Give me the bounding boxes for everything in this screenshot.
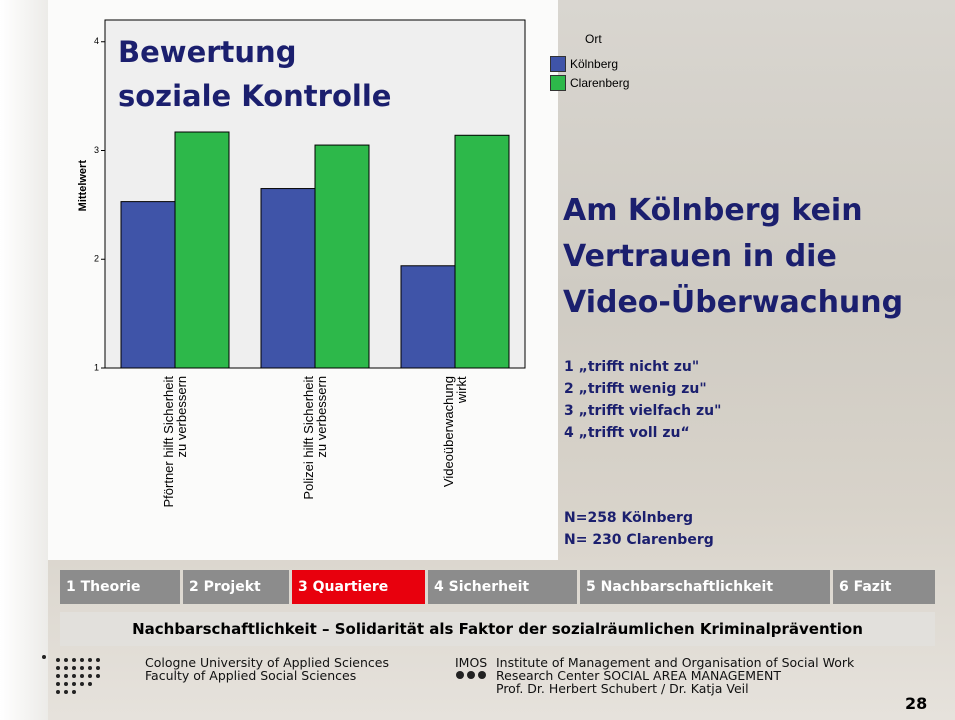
bar [174,131,230,369]
nav-tab[interactable]: 4 Sicherheit [428,570,577,604]
nav-tab-active[interactable]: 3 Quartiere [292,570,425,604]
x-tick-label: Pförtner hilft Sicherheit zu verbessern [161,376,189,508]
legend-title: Ort [585,32,602,46]
legend-label: Clarenberg [570,76,630,90]
sample-size: N=258 Kölnberg [564,510,693,526]
footer-imos: IMOS [455,655,488,670]
bar [454,134,510,369]
x-tick-label: Videoüberwachung wirkt [441,376,469,488]
side-strip [0,0,48,720]
legend-label: Kölnberg [570,57,619,71]
nav-tab[interactable]: 2 Projekt [183,570,289,604]
scale-item: 4 „trifft voll zu“ [564,425,690,441]
nav-tab[interactable]: 6 Fazit [833,570,935,604]
bar [314,144,370,369]
headline: Am Kölnberg kein Vertrauen in die Video-… [563,193,904,320]
y-tick-label: 1 [94,362,99,372]
footer-right: Institute of Management and Organisation… [496,655,855,696]
sample-size: N= 230 Clarenberg [564,532,714,548]
scale-item: 1 „trifft nicht zu" [564,359,700,375]
subtitle: Nachbarschaftlichkeit – Solidarität als … [60,612,935,646]
y-tick-label: 3 [94,145,99,155]
y-tick-label: 2 [94,254,99,264]
legend-swatch [550,75,566,91]
footer-left: Cologne University of Applied Sciences F… [145,655,390,683]
nav-tab[interactable]: 5 Nachbarschaftlichkeit [580,570,830,604]
bar [120,201,176,369]
chart-title: Bewertung soziale Kontrolle [118,35,392,113]
scale-item: 2 „trifft wenig zu" [564,381,707,397]
page-number: 28 [905,694,928,713]
x-tick-label: Polizei hilft Sicherheit zu verbessern [301,376,329,500]
scale-item: 3 „trifft vielfach zu" [564,403,722,419]
bar [260,188,316,369]
y-axis-label: Mittelwert [77,160,89,212]
nav-tab[interactable]: 1 Theorie [60,570,180,604]
bar [400,265,456,369]
legend-swatch [550,56,566,72]
y-tick-label: 4 [94,36,99,46]
